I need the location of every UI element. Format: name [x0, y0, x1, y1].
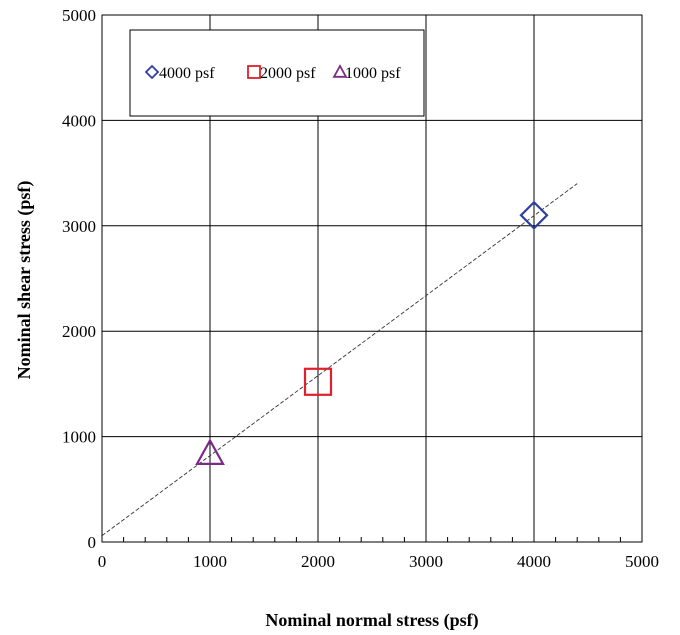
y-tick-label: 0 — [88, 533, 97, 552]
y-tick-label: 5000 — [62, 6, 96, 25]
y-tick-label: 1000 — [62, 428, 96, 447]
legend-label: 4000 psf — [159, 65, 215, 82]
x-tick-label: 4000 — [517, 552, 551, 571]
legend-box — [129, 29, 425, 117]
data-point-diamond — [519, 200, 549, 230]
y-axis-label: Nominal shear stress (psf) — [14, 181, 35, 380]
y-tick-label: 3000 — [62, 217, 96, 236]
legend-marker-triangle — [332, 64, 348, 78]
trendline — [101, 183, 578, 537]
x-tick-label: 0 — [98, 552, 107, 571]
data-markers — [195, 200, 549, 465]
legend: 4000 psf 2000 psf 1000 psf — [129, 29, 425, 117]
y-tick-labels: 0 1000 2000 3000 4000 5000 — [62, 6, 96, 552]
legend-marker-square — [247, 65, 261, 79]
x-tick-label: 5000 — [625, 552, 659, 571]
legend-marker-diamond — [144, 64, 160, 80]
legend-label: 1000 psf — [345, 65, 401, 82]
x-tick-label: 3000 — [409, 552, 443, 571]
y-tick-label: 4000 — [62, 111, 96, 130]
x-tick-label: 2000 — [301, 552, 335, 571]
data-point-triangle — [195, 438, 225, 465]
x-axis-label: Nominal normal stress (psf) — [265, 610, 478, 631]
x-tick-label: 1000 — [193, 552, 227, 571]
y-tick-label: 2000 — [62, 322, 96, 341]
legend-label: 2000 psf — [260, 65, 316, 82]
minor-ticks — [101, 537, 643, 542]
plot-frame — [101, 14, 643, 543]
x-tick-labels: 0 1000 2000 3000 4000 5000 — [98, 552, 659, 571]
data-point-square — [303, 367, 333, 396]
